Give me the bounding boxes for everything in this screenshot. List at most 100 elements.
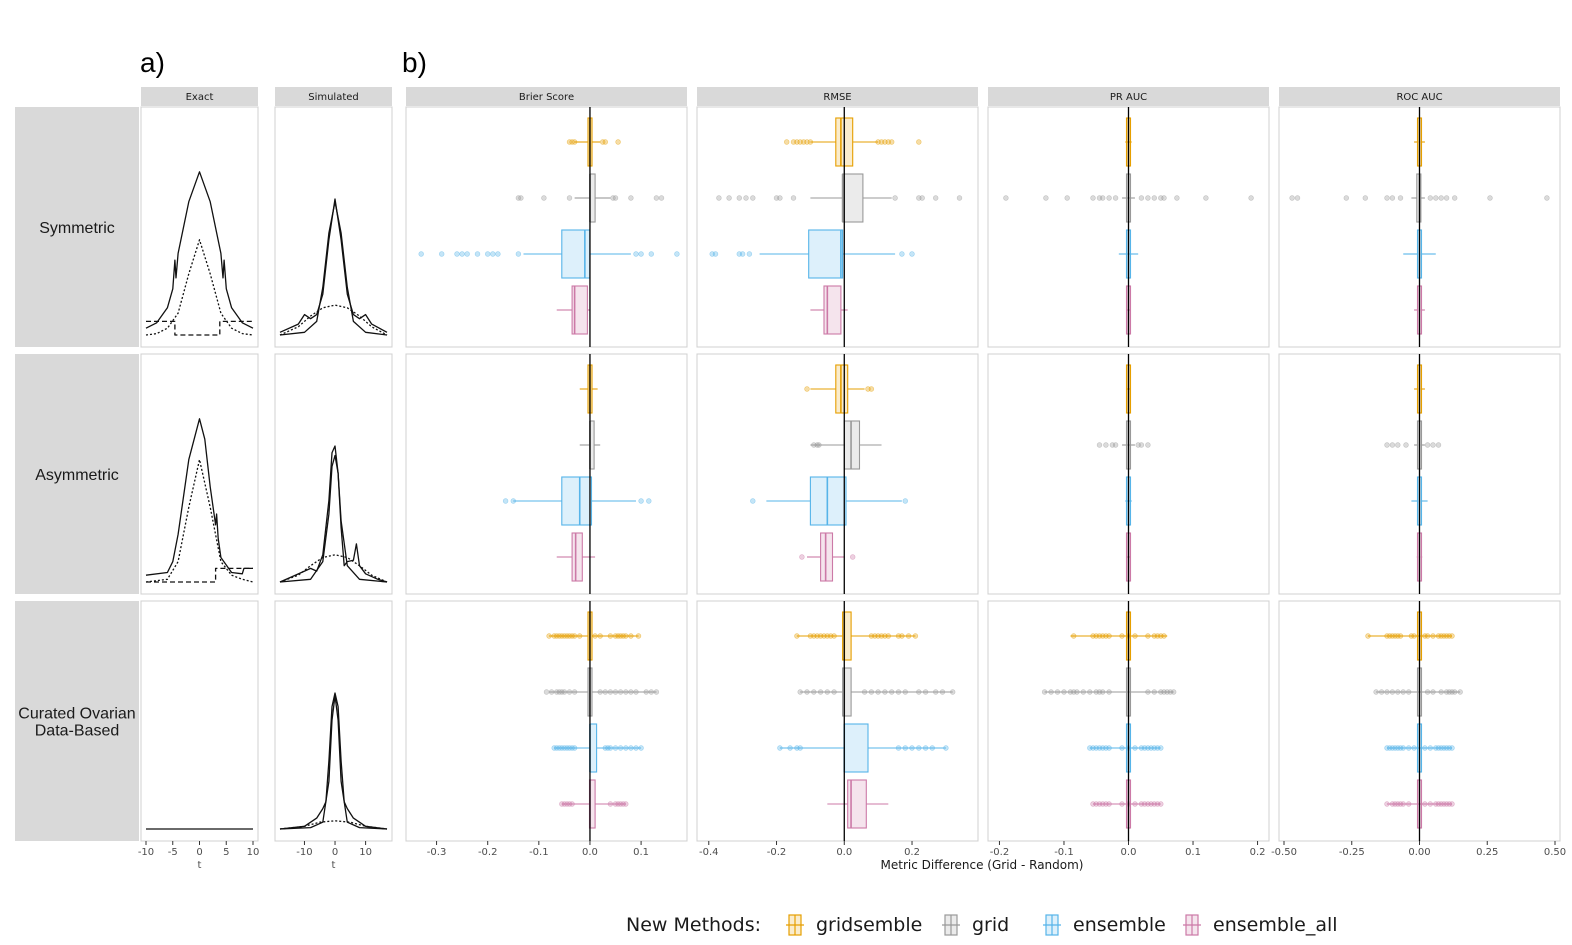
legend-label-ensemble: ensemble bbox=[1073, 914, 1166, 936]
box-ensemble bbox=[561, 476, 593, 526]
outlier-point bbox=[1174, 195, 1180, 201]
x-tick-label: 0 bbox=[332, 847, 338, 858]
outlier-point bbox=[1103, 442, 1109, 448]
outlier-point bbox=[1151, 195, 1158, 201]
outlier-point bbox=[495, 251, 501, 257]
outlier-point bbox=[868, 386, 875, 392]
outlier-point bbox=[543, 689, 550, 695]
outlier-point bbox=[1435, 442, 1442, 448]
facet-title: Exact bbox=[186, 92, 214, 103]
outlier-point bbox=[1343, 195, 1350, 201]
outlier-point bbox=[474, 251, 481, 257]
x-tick-label: 0.0 bbox=[836, 847, 852, 858]
outlier-point bbox=[1389, 442, 1396, 448]
x-axis-title: Metric Difference (Grid - Random) bbox=[881, 858, 1084, 872]
outlier-point bbox=[1003, 195, 1009, 201]
outlier-point bbox=[777, 195, 783, 201]
x-tick-label: -0.50 bbox=[1271, 847, 1297, 858]
x-tick-label: -0.1 bbox=[1054, 847, 1074, 858]
panel-frame bbox=[696, 106, 979, 348]
facet-title: ROC AUC bbox=[1396, 92, 1442, 103]
panel-frame bbox=[140, 106, 259, 348]
outlier-point bbox=[646, 498, 652, 504]
outlier-point bbox=[1138, 442, 1145, 448]
outlier-point bbox=[1443, 195, 1450, 201]
outlier-point bbox=[1451, 195, 1458, 201]
density-line-dotted bbox=[279, 554, 388, 583]
density-line-dashed bbox=[146, 320, 253, 336]
panel-label-a: a) bbox=[140, 47, 165, 78]
facet-title: Brier Score bbox=[519, 92, 574, 103]
density-line-dotted bbox=[145, 458, 254, 583]
x-tick-label: -0.2 bbox=[767, 847, 787, 858]
x-tick-label: -0.4 bbox=[699, 847, 719, 858]
outlier-point bbox=[849, 554, 856, 560]
density-line-solid bbox=[279, 695, 388, 830]
legend-label-grid: grid bbox=[972, 914, 1009, 936]
outlier-point bbox=[1099, 195, 1106, 201]
facet-strip bbox=[988, 87, 1269, 106]
outlier-point bbox=[1096, 442, 1103, 448]
panel-frame bbox=[140, 353, 259, 595]
x-tick-label: -0.1 bbox=[529, 847, 549, 858]
panel-a: Symmetric Asymmetric Curated OvarianData-B… bbox=[15, 87, 393, 871]
box-ensemble_all bbox=[571, 532, 583, 582]
panel-frame bbox=[696, 600, 979, 842]
x-tick-label: 10 bbox=[247, 847, 260, 858]
density-line-dotted bbox=[279, 820, 388, 830]
outlier-point bbox=[888, 139, 895, 145]
outlier-point bbox=[1389, 195, 1396, 201]
outlier-point bbox=[1161, 195, 1167, 201]
outlier-point bbox=[746, 251, 753, 257]
outlier-point bbox=[464, 251, 470, 257]
density-line-solid bbox=[279, 201, 388, 336]
legend-label-gridsemble: gridsemble bbox=[816, 914, 922, 936]
row-label: Curated Ovarian bbox=[18, 706, 135, 723]
outlier-point bbox=[1145, 195, 1151, 201]
outlier-point bbox=[1362, 195, 1369, 201]
outlier-point bbox=[612, 195, 619, 201]
outlier-point bbox=[1397, 195, 1404, 201]
outlier-point bbox=[459, 251, 465, 257]
outlier-point bbox=[490, 251, 496, 257]
box-ensemble bbox=[589, 723, 598, 773]
outlier-point bbox=[633, 251, 639, 257]
x-tick-label: 0.25 bbox=[1476, 847, 1498, 858]
x-tick-label: 0.2 bbox=[1250, 847, 1266, 858]
box-grid bbox=[589, 173, 596, 223]
outlier-point bbox=[1112, 442, 1119, 448]
outlier-point bbox=[902, 498, 908, 504]
panel-frame bbox=[405, 353, 688, 595]
outlier-point bbox=[799, 554, 805, 560]
density-line-solid bbox=[279, 454, 388, 583]
x-tick-label: 0.50 bbox=[1544, 847, 1566, 858]
outlier-point bbox=[743, 195, 749, 201]
box-ensemble bbox=[809, 476, 847, 526]
box-gridsemble bbox=[835, 364, 849, 414]
outlier-point bbox=[674, 251, 680, 257]
outlier-point bbox=[1395, 442, 1401, 448]
panel-frame bbox=[696, 353, 979, 595]
outlier-point bbox=[439, 251, 445, 257]
outlier-point bbox=[1427, 195, 1434, 201]
outlier-point bbox=[932, 195, 939, 201]
outlier-point bbox=[750, 498, 756, 504]
x-tick-label: -0.25 bbox=[1339, 847, 1365, 858]
panel-label-b: b) bbox=[402, 47, 427, 78]
outlier-point bbox=[648, 251, 654, 257]
outlier-point bbox=[1424, 442, 1431, 448]
outlier-point bbox=[712, 251, 719, 257]
x-tick-label: -5 bbox=[168, 847, 178, 858]
facet-strip bbox=[141, 87, 258, 106]
panel-frame bbox=[405, 600, 688, 842]
box-ensemble_all bbox=[571, 285, 588, 335]
outlier-point bbox=[1138, 195, 1145, 201]
outlier-point bbox=[892, 195, 898, 201]
outlier-point bbox=[653, 195, 660, 201]
box-ensemble_all bbox=[820, 532, 834, 582]
outlier-point bbox=[658, 195, 665, 201]
outlier-point bbox=[1430, 442, 1436, 448]
outlier-point bbox=[1043, 195, 1049, 201]
row-strip bbox=[15, 354, 139, 594]
